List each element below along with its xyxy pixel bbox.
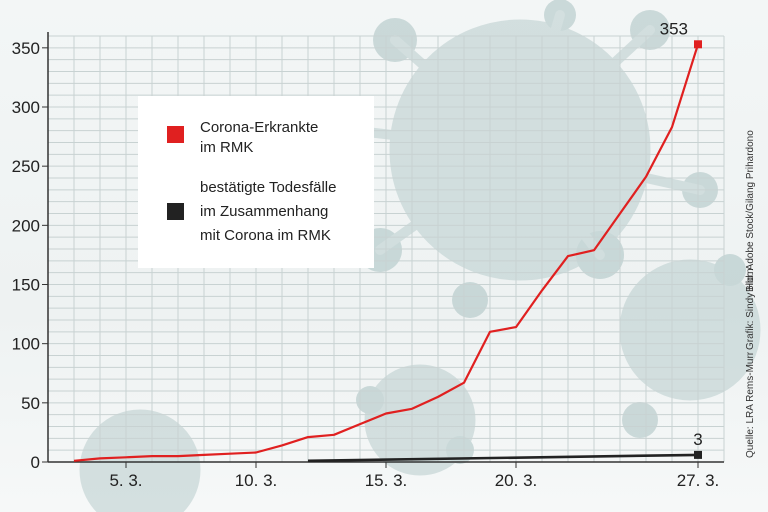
series-end-label-0: 353 xyxy=(660,19,688,38)
y-tick-label: 200 xyxy=(12,216,40,235)
credit-source: Quelle: LRA Rems-Murr xyxy=(745,351,756,458)
x-tick-label: 20. 3. xyxy=(495,471,538,490)
series-end-marker-0 xyxy=(694,40,702,49)
legend-label-line-4: im Zusammenhang xyxy=(200,203,328,220)
legend-swatch-corona-erkrankte xyxy=(167,126,184,143)
y-tick-label: 300 xyxy=(12,98,40,117)
y-axis-ticks: 0 50 100 150 200 250 300 350 xyxy=(12,39,48,472)
credit-image: Bild: Adobe Stock/Gilang Prihardono xyxy=(745,130,756,292)
x-tick-label: 15. 3. xyxy=(365,471,408,490)
y-tick-label: 50 xyxy=(21,394,40,413)
credit-graphic: Grafik: Sindy Horn xyxy=(745,268,756,350)
y-tick-label: 100 xyxy=(12,335,40,354)
series-layer: 353 3 xyxy=(73,19,703,463)
series-line-1 xyxy=(307,453,699,463)
x-tick-label: 10. 3. xyxy=(235,471,278,490)
legend-label-line-3: bestätigte Todesfälle xyxy=(200,179,337,196)
y-tick-label: 350 xyxy=(12,39,40,58)
y-tick-label: 250 xyxy=(12,157,40,176)
legend: Corona-Erkrankte im RMK bestätigte Todes… xyxy=(138,96,374,268)
legend-box xyxy=(138,96,374,268)
legend-label-line-1: Corona-Erkrankte xyxy=(200,119,318,136)
legend-label-line-2: im RMK xyxy=(200,139,253,156)
y-tick-label: 0 xyxy=(31,453,40,472)
x-tick-label: 5. 3. xyxy=(109,471,142,490)
series-end-marker-1 xyxy=(694,450,702,459)
x-tick-label: 27. 3. xyxy=(677,471,720,490)
legend-label-line-5: mit Corona im RMK xyxy=(200,227,331,244)
series-line-0 xyxy=(73,43,700,462)
y-tick-label: 150 xyxy=(12,276,40,295)
legend-swatch-todesfaelle xyxy=(167,203,184,220)
series-end-label-1: 3 xyxy=(693,430,702,449)
x-axis-ticks: 5. 3. 10. 3. 15. 3. 20. 3. 27. 3. xyxy=(109,462,719,490)
